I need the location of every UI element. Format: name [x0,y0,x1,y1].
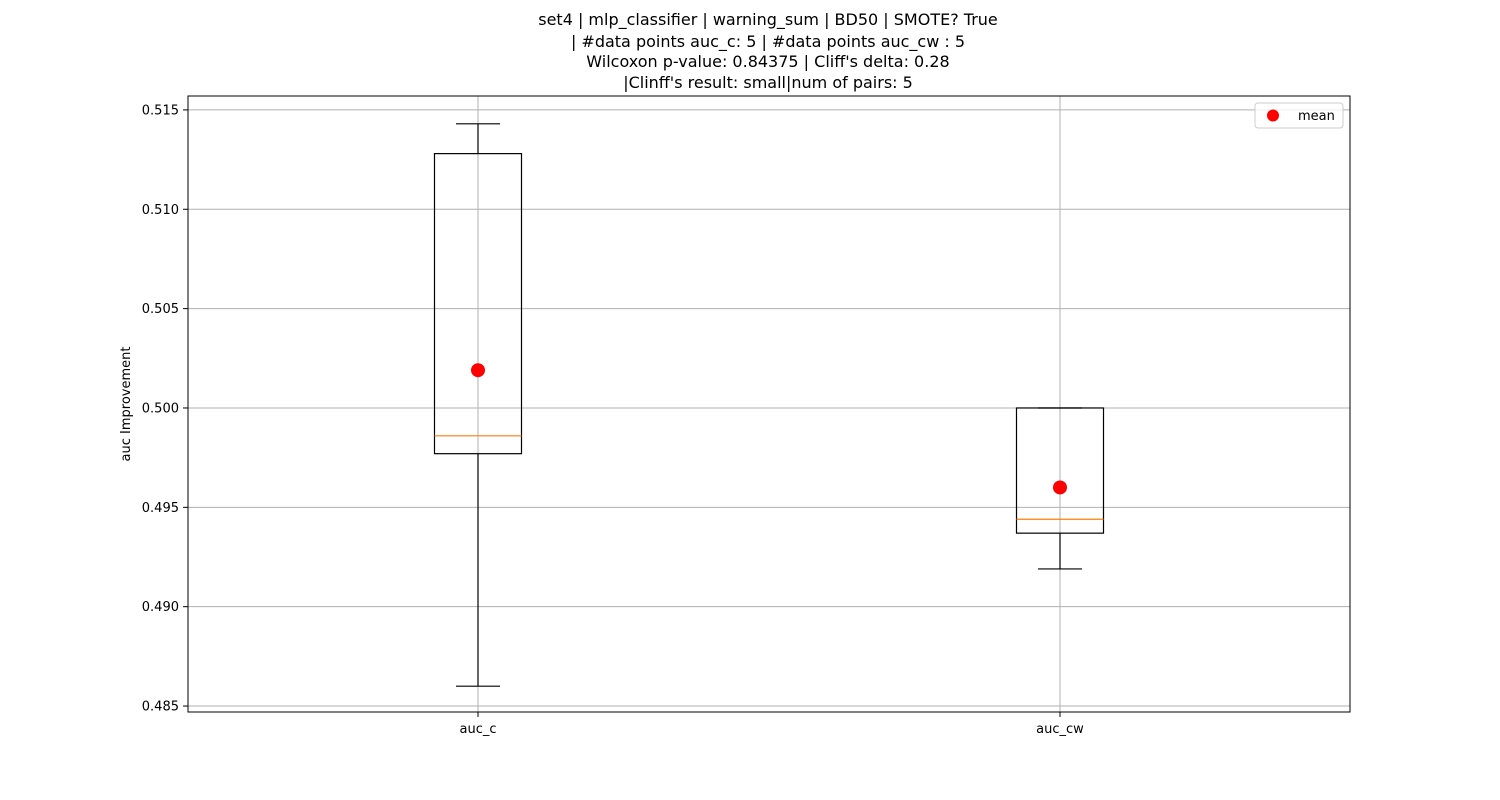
legend-mean-label: mean [1298,109,1335,124]
y-axis-label: auc Improvement [119,347,134,462]
y-tick-label: 0.505 [142,302,179,317]
chart-title-line-1: set4 | mlp_classifier | warning_sum | BD… [538,10,998,30]
y-tick-label: 0.490 [142,600,179,615]
legend-mean-marker [1267,109,1279,122]
mean-layer [471,363,1067,495]
chart-title: set4 | mlp_classifier | warning_sum | BD… [538,10,998,92]
y-tick-label: 0.500 [142,401,179,416]
x-tick-label: auc_c [459,722,496,737]
y-tick-label: 0.485 [142,700,179,715]
box-auc_cw [1015,407,1105,534]
plot-frame [187,95,1351,713]
y-tick-label: 0.495 [142,501,179,516]
box-layer [433,123,1105,687]
axis-layer: 0.485 0.490 0.495 0.500 0.505 0.510 0.515 auc_c… [142,95,1351,737]
y-tick-label: 0.515 [142,103,179,118]
grid-layer [188,96,1350,712]
y-tick-label: 0.510 [142,203,179,218]
legend: mean [1254,102,1344,129]
box-auc_c [433,153,523,455]
mean-marker-auc_c [471,363,485,378]
chart-title-line-3: Wilcoxon p-value: 0.84375 | Cliff's delt… [586,52,949,71]
chart-title-line-4: |Clinff's result: small|num of pairs: 5 [623,73,913,92]
mean-marker-auc_cw [1053,480,1067,495]
x-tick-label: auc_cw [1036,722,1084,737]
chart-title-line-2: | #data points auc_c: 5 | #data points a… [571,32,965,52]
legend-frame [1254,102,1344,129]
